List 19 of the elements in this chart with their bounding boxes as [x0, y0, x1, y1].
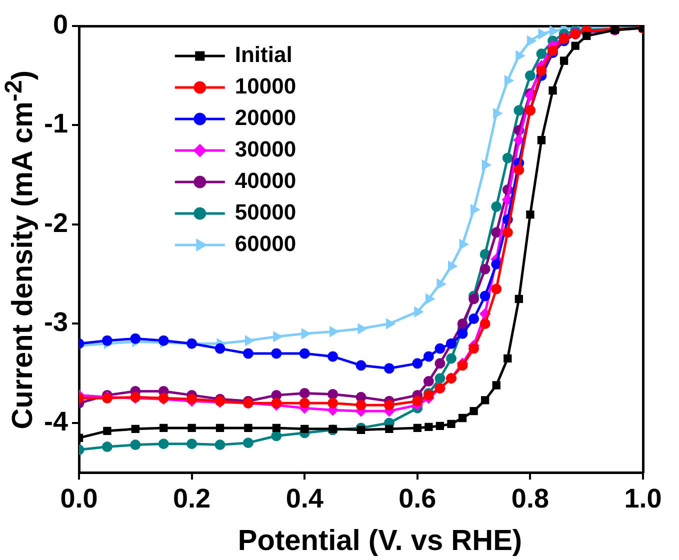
- x-tick-label: 1.0: [624, 483, 662, 514]
- legend-label: 40000: [234, 168, 296, 194]
- x-tick-label: 0.0: [60, 483, 98, 514]
- legend-label: 50000: [234, 200, 296, 225]
- x-tick-label: 0.8: [511, 483, 549, 514]
- x-axis-title: Potential (V. vs RHE): [236, 525, 524, 558]
- y-tick-label: 0: [52, 9, 68, 40]
- y-tick-label: -2: [44, 208, 68, 238]
- legend-label: 30000: [234, 136, 296, 162]
- legend-label: 10000: [234, 74, 296, 99]
- y-tick-label: -3: [44, 307, 68, 338]
- legend-label: 20000: [234, 105, 296, 130]
- legend-label: Initial: [234, 42, 292, 68]
- y-tick-label: -1: [44, 108, 68, 139]
- x-tick-label: 0.4: [286, 483, 324, 514]
- x-tick-label: 0.2: [173, 483, 211, 514]
- x-tick-label: 0.6: [398, 483, 436, 514]
- y-tick-label: -4: [44, 406, 68, 436]
- legend-label: 60000: [234, 231, 296, 256]
